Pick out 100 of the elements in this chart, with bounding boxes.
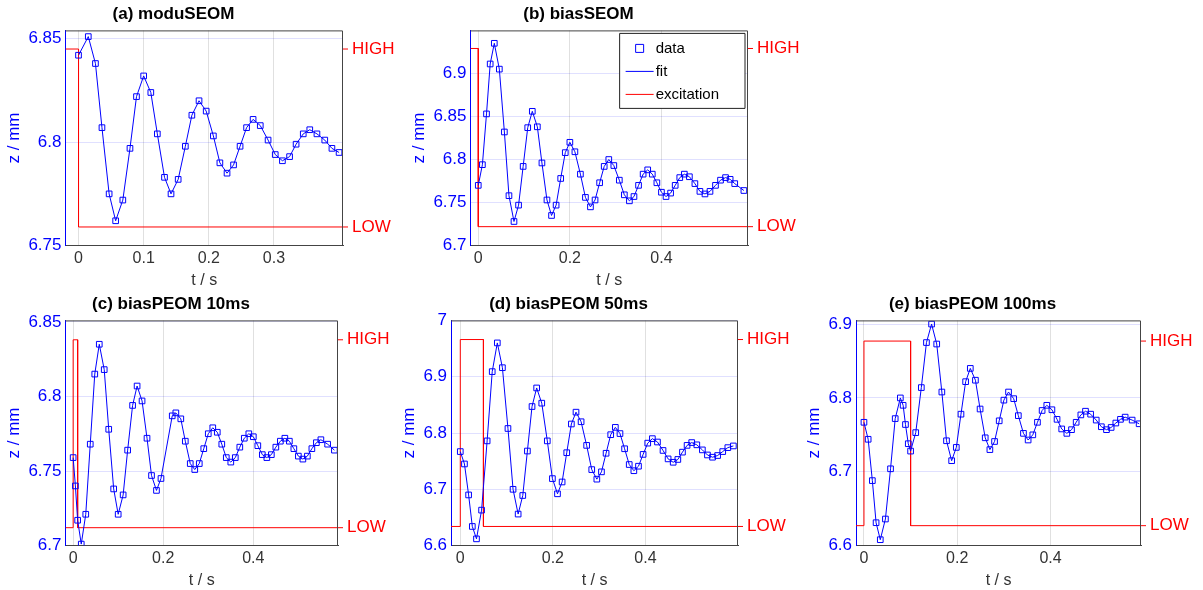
x-tick-label: 0.3 bbox=[262, 248, 286, 266]
point bbox=[696, 188, 704, 195]
text: LOW bbox=[347, 517, 386, 537]
point bbox=[693, 441, 701, 449]
point bbox=[928, 320, 935, 328]
point bbox=[709, 453, 716, 461]
point bbox=[157, 475, 165, 482]
point bbox=[204, 430, 212, 438]
y-tick-label: 6.75 bbox=[433, 192, 467, 212]
y-tick-label: 6.6 bbox=[828, 535, 853, 555]
point bbox=[534, 123, 541, 131]
x-tick-label: 0.4 bbox=[634, 548, 657, 566]
point bbox=[610, 162, 618, 169]
point bbox=[948, 457, 955, 465]
point bbox=[621, 191, 628, 199]
point bbox=[923, 339, 930, 346]
point bbox=[648, 170, 656, 178]
point bbox=[465, 491, 472, 499]
point bbox=[593, 475, 601, 483]
point bbox=[456, 448, 464, 455]
point bbox=[587, 203, 594, 211]
point bbox=[552, 201, 560, 209]
point bbox=[630, 467, 638, 475]
x-tick-label: 0 bbox=[473, 248, 483, 266]
point bbox=[872, 519, 880, 527]
point bbox=[256, 122, 264, 129]
point bbox=[483, 110, 490, 118]
point bbox=[147, 89, 155, 96]
point bbox=[324, 440, 331, 448]
point bbox=[972, 376, 979, 384]
point bbox=[561, 149, 569, 156]
point bbox=[528, 107, 536, 115]
point bbox=[124, 446, 131, 454]
point bbox=[100, 366, 108, 373]
point bbox=[549, 475, 556, 482]
point bbox=[938, 388, 946, 396]
legend-label: fit bbox=[655, 61, 669, 79]
point bbox=[1087, 410, 1094, 418]
x-axis-title: t / s bbox=[191, 270, 218, 288]
y-axis-title: z / mm bbox=[3, 407, 23, 459]
point bbox=[254, 442, 262, 450]
point bbox=[86, 440, 94, 448]
point bbox=[299, 455, 307, 463]
text: LOW bbox=[1150, 515, 1189, 535]
text: HIGH bbox=[747, 329, 790, 349]
point bbox=[1020, 430, 1027, 437]
point bbox=[706, 188, 714, 195]
point bbox=[1029, 431, 1037, 439]
point bbox=[730, 442, 737, 450]
point bbox=[227, 458, 235, 466]
point bbox=[126, 145, 134, 152]
point bbox=[524, 124, 532, 131]
y-axis-title: z / mm bbox=[408, 112, 428, 164]
point bbox=[195, 97, 203, 105]
point bbox=[933, 340, 941, 348]
point bbox=[119, 196, 127, 204]
point bbox=[218, 440, 226, 448]
point bbox=[69, 454, 77, 461]
point bbox=[74, 516, 81, 524]
point bbox=[181, 437, 189, 445]
point bbox=[82, 510, 90, 518]
point bbox=[626, 197, 633, 205]
point bbox=[286, 153, 293, 160]
point bbox=[290, 445, 298, 452]
y-tick-label: 6.8 bbox=[442, 149, 467, 169]
point bbox=[995, 417, 1003, 425]
point bbox=[249, 116, 257, 123]
point bbox=[1048, 406, 1056, 414]
x-tick-label: 0 bbox=[455, 548, 465, 566]
point bbox=[583, 442, 590, 449]
text: HIGH bbox=[757, 38, 800, 58]
point bbox=[461, 460, 468, 468]
point bbox=[306, 126, 314, 134]
point bbox=[129, 402, 136, 409]
point bbox=[699, 446, 706, 454]
point bbox=[473, 535, 480, 543]
point bbox=[882, 515, 889, 523]
point bbox=[493, 339, 501, 347]
y-tick-label: 6.75 bbox=[28, 235, 62, 255]
point bbox=[731, 180, 739, 187]
y-tick-label: 7 bbox=[437, 310, 448, 330]
point bbox=[335, 149, 343, 156]
point bbox=[478, 506, 485, 514]
y-tick-label: 6.7 bbox=[442, 235, 467, 255]
point bbox=[279, 157, 286, 165]
point bbox=[602, 449, 610, 457]
y-tick-label: 6.7 bbox=[828, 461, 853, 481]
point bbox=[519, 163, 527, 170]
point bbox=[717, 176, 724, 184]
point bbox=[191, 466, 199, 473]
point bbox=[918, 384, 925, 391]
chart-title: (a) moduSEOM bbox=[112, 3, 235, 23]
y-tick-label: 6.8 bbox=[37, 386, 62, 406]
point bbox=[92, 60, 99, 67]
point bbox=[1072, 418, 1080, 426]
point bbox=[268, 451, 275, 458]
point bbox=[639, 451, 647, 458]
x-tick-label: 0.2 bbox=[197, 248, 221, 266]
legend-label: excitation bbox=[655, 84, 720, 102]
point bbox=[653, 179, 661, 187]
